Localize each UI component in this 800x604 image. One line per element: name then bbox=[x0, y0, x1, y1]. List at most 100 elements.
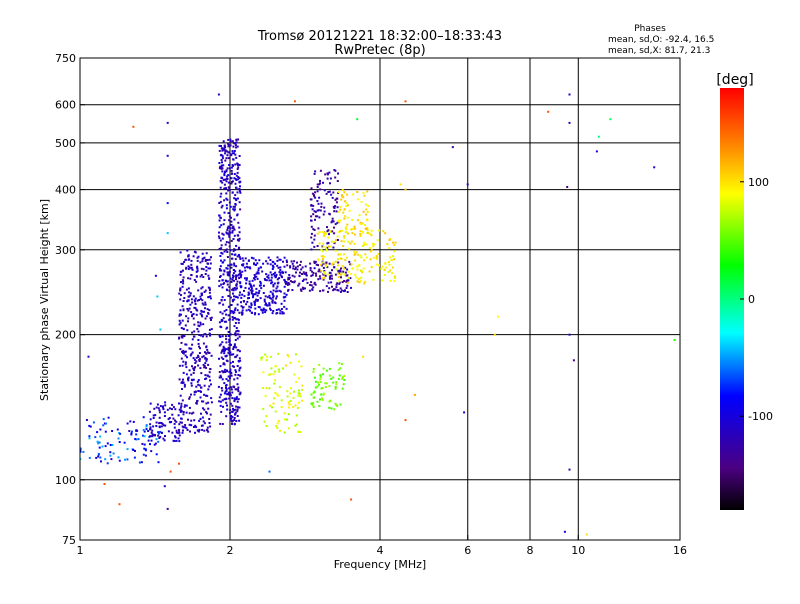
scatter-point bbox=[184, 404, 187, 407]
scatter-point bbox=[178, 323, 181, 326]
scatter-point bbox=[205, 402, 208, 405]
scatter-point bbox=[310, 187, 313, 190]
scatter-point bbox=[232, 208, 235, 211]
scatter-point bbox=[276, 264, 279, 267]
scatter-point bbox=[218, 162, 221, 164]
scatter-point bbox=[95, 456, 98, 459]
scatter-point bbox=[96, 431, 99, 434]
scatter-point bbox=[318, 405, 321, 407]
scatter-point bbox=[226, 369, 228, 372]
scatter-point bbox=[320, 393, 323, 396]
scatter-point bbox=[228, 350, 231, 353]
scatter-point bbox=[285, 282, 287, 285]
scatter-point bbox=[102, 424, 105, 427]
scatter-point bbox=[233, 234, 236, 237]
scatter-point bbox=[208, 258, 211, 261]
scatter-point bbox=[132, 420, 135, 423]
scatter-point bbox=[229, 140, 232, 143]
scatter-point bbox=[193, 393, 196, 396]
scatter-point bbox=[189, 430, 191, 433]
scatter-point bbox=[184, 426, 187, 429]
scatter-point bbox=[244, 257, 247, 260]
scatter-point bbox=[112, 452, 115, 455]
scatter-point bbox=[228, 339, 231, 342]
scatter-point bbox=[299, 288, 302, 291]
scatter-point bbox=[193, 391, 196, 393]
scatter-point bbox=[291, 289, 294, 291]
scatter-point bbox=[219, 311, 222, 314]
scatter-point bbox=[333, 408, 336, 411]
y-axis-label: Stationary phase Virtual Height [km] bbox=[38, 199, 51, 401]
scatter-point bbox=[144, 454, 147, 457]
scatter-point bbox=[230, 166, 233, 169]
scatter-point bbox=[358, 214, 361, 217]
scatter-point bbox=[88, 435, 91, 438]
scatter-point bbox=[187, 254, 190, 257]
scatter-point bbox=[363, 243, 366, 246]
scatter-point bbox=[225, 197, 228, 200]
scatter-point bbox=[310, 232, 313, 235]
scatter-point bbox=[368, 246, 371, 249]
scatter-point bbox=[313, 281, 316, 284]
scatter-point bbox=[182, 351, 184, 354]
scatter-point bbox=[201, 315, 204, 318]
scatter-point bbox=[196, 299, 199, 302]
scatter-point bbox=[298, 274, 301, 277]
scatter-point bbox=[319, 378, 322, 381]
scatter-point bbox=[188, 291, 191, 294]
scatter-point bbox=[190, 424, 193, 427]
scatter-point bbox=[167, 430, 170, 433]
scatter-point bbox=[296, 268, 299, 271]
scatter-point bbox=[180, 294, 182, 297]
scatter-point bbox=[148, 410, 151, 413]
scatter-point bbox=[283, 299, 286, 302]
scatter-point bbox=[272, 273, 275, 275]
scatter-point bbox=[227, 305, 230, 308]
scatter-point bbox=[315, 272, 317, 275]
scatter-point bbox=[328, 400, 331, 403]
scatter-point bbox=[180, 402, 183, 405]
scatter-point bbox=[281, 270, 284, 273]
scatter-point bbox=[218, 167, 221, 170]
scatter-point bbox=[218, 226, 221, 229]
scatter-point bbox=[189, 277, 192, 280]
scatter-point bbox=[239, 391, 242, 394]
scatter-point bbox=[205, 315, 208, 318]
scatter-point bbox=[355, 276, 358, 279]
scatter-point bbox=[232, 238, 235, 240]
scatter-point bbox=[241, 270, 244, 273]
scatter-point bbox=[293, 100, 296, 103]
scatter-point bbox=[236, 197, 239, 200]
scatter-point bbox=[209, 368, 212, 371]
scatter-point bbox=[328, 271, 331, 274]
scatter-point bbox=[242, 306, 245, 309]
scatter-point bbox=[221, 176, 224, 179]
scatter-point bbox=[262, 307, 265, 310]
scatter-point bbox=[133, 456, 136, 459]
scatter-point bbox=[316, 200, 319, 202]
scatter-point bbox=[296, 261, 298, 264]
scatter-point bbox=[248, 297, 250, 299]
scatter-point bbox=[227, 157, 230, 160]
scatter-point bbox=[128, 430, 131, 432]
scatter-point bbox=[265, 279, 268, 282]
scatter-point bbox=[178, 402, 180, 405]
scatter-point bbox=[196, 259, 199, 262]
scatter-point bbox=[224, 371, 227, 373]
scatter-point bbox=[282, 367, 284, 370]
scatter-point bbox=[299, 260, 302, 263]
scatter-point bbox=[163, 439, 166, 442]
scatter-point bbox=[147, 430, 150, 432]
scatter-point bbox=[346, 223, 349, 226]
scatter-point bbox=[219, 422, 222, 425]
scatter-point bbox=[228, 349, 231, 352]
scatter-point bbox=[276, 394, 279, 397]
scatter-point bbox=[169, 407, 171, 410]
scatter-point bbox=[273, 274, 276, 277]
scatter-point bbox=[466, 183, 469, 186]
scatter-point bbox=[231, 152, 234, 155]
scatter-point bbox=[305, 271, 308, 274]
scatter-point bbox=[154, 274, 157, 277]
scatter-point bbox=[363, 282, 366, 285]
scatter-point bbox=[343, 280, 346, 282]
